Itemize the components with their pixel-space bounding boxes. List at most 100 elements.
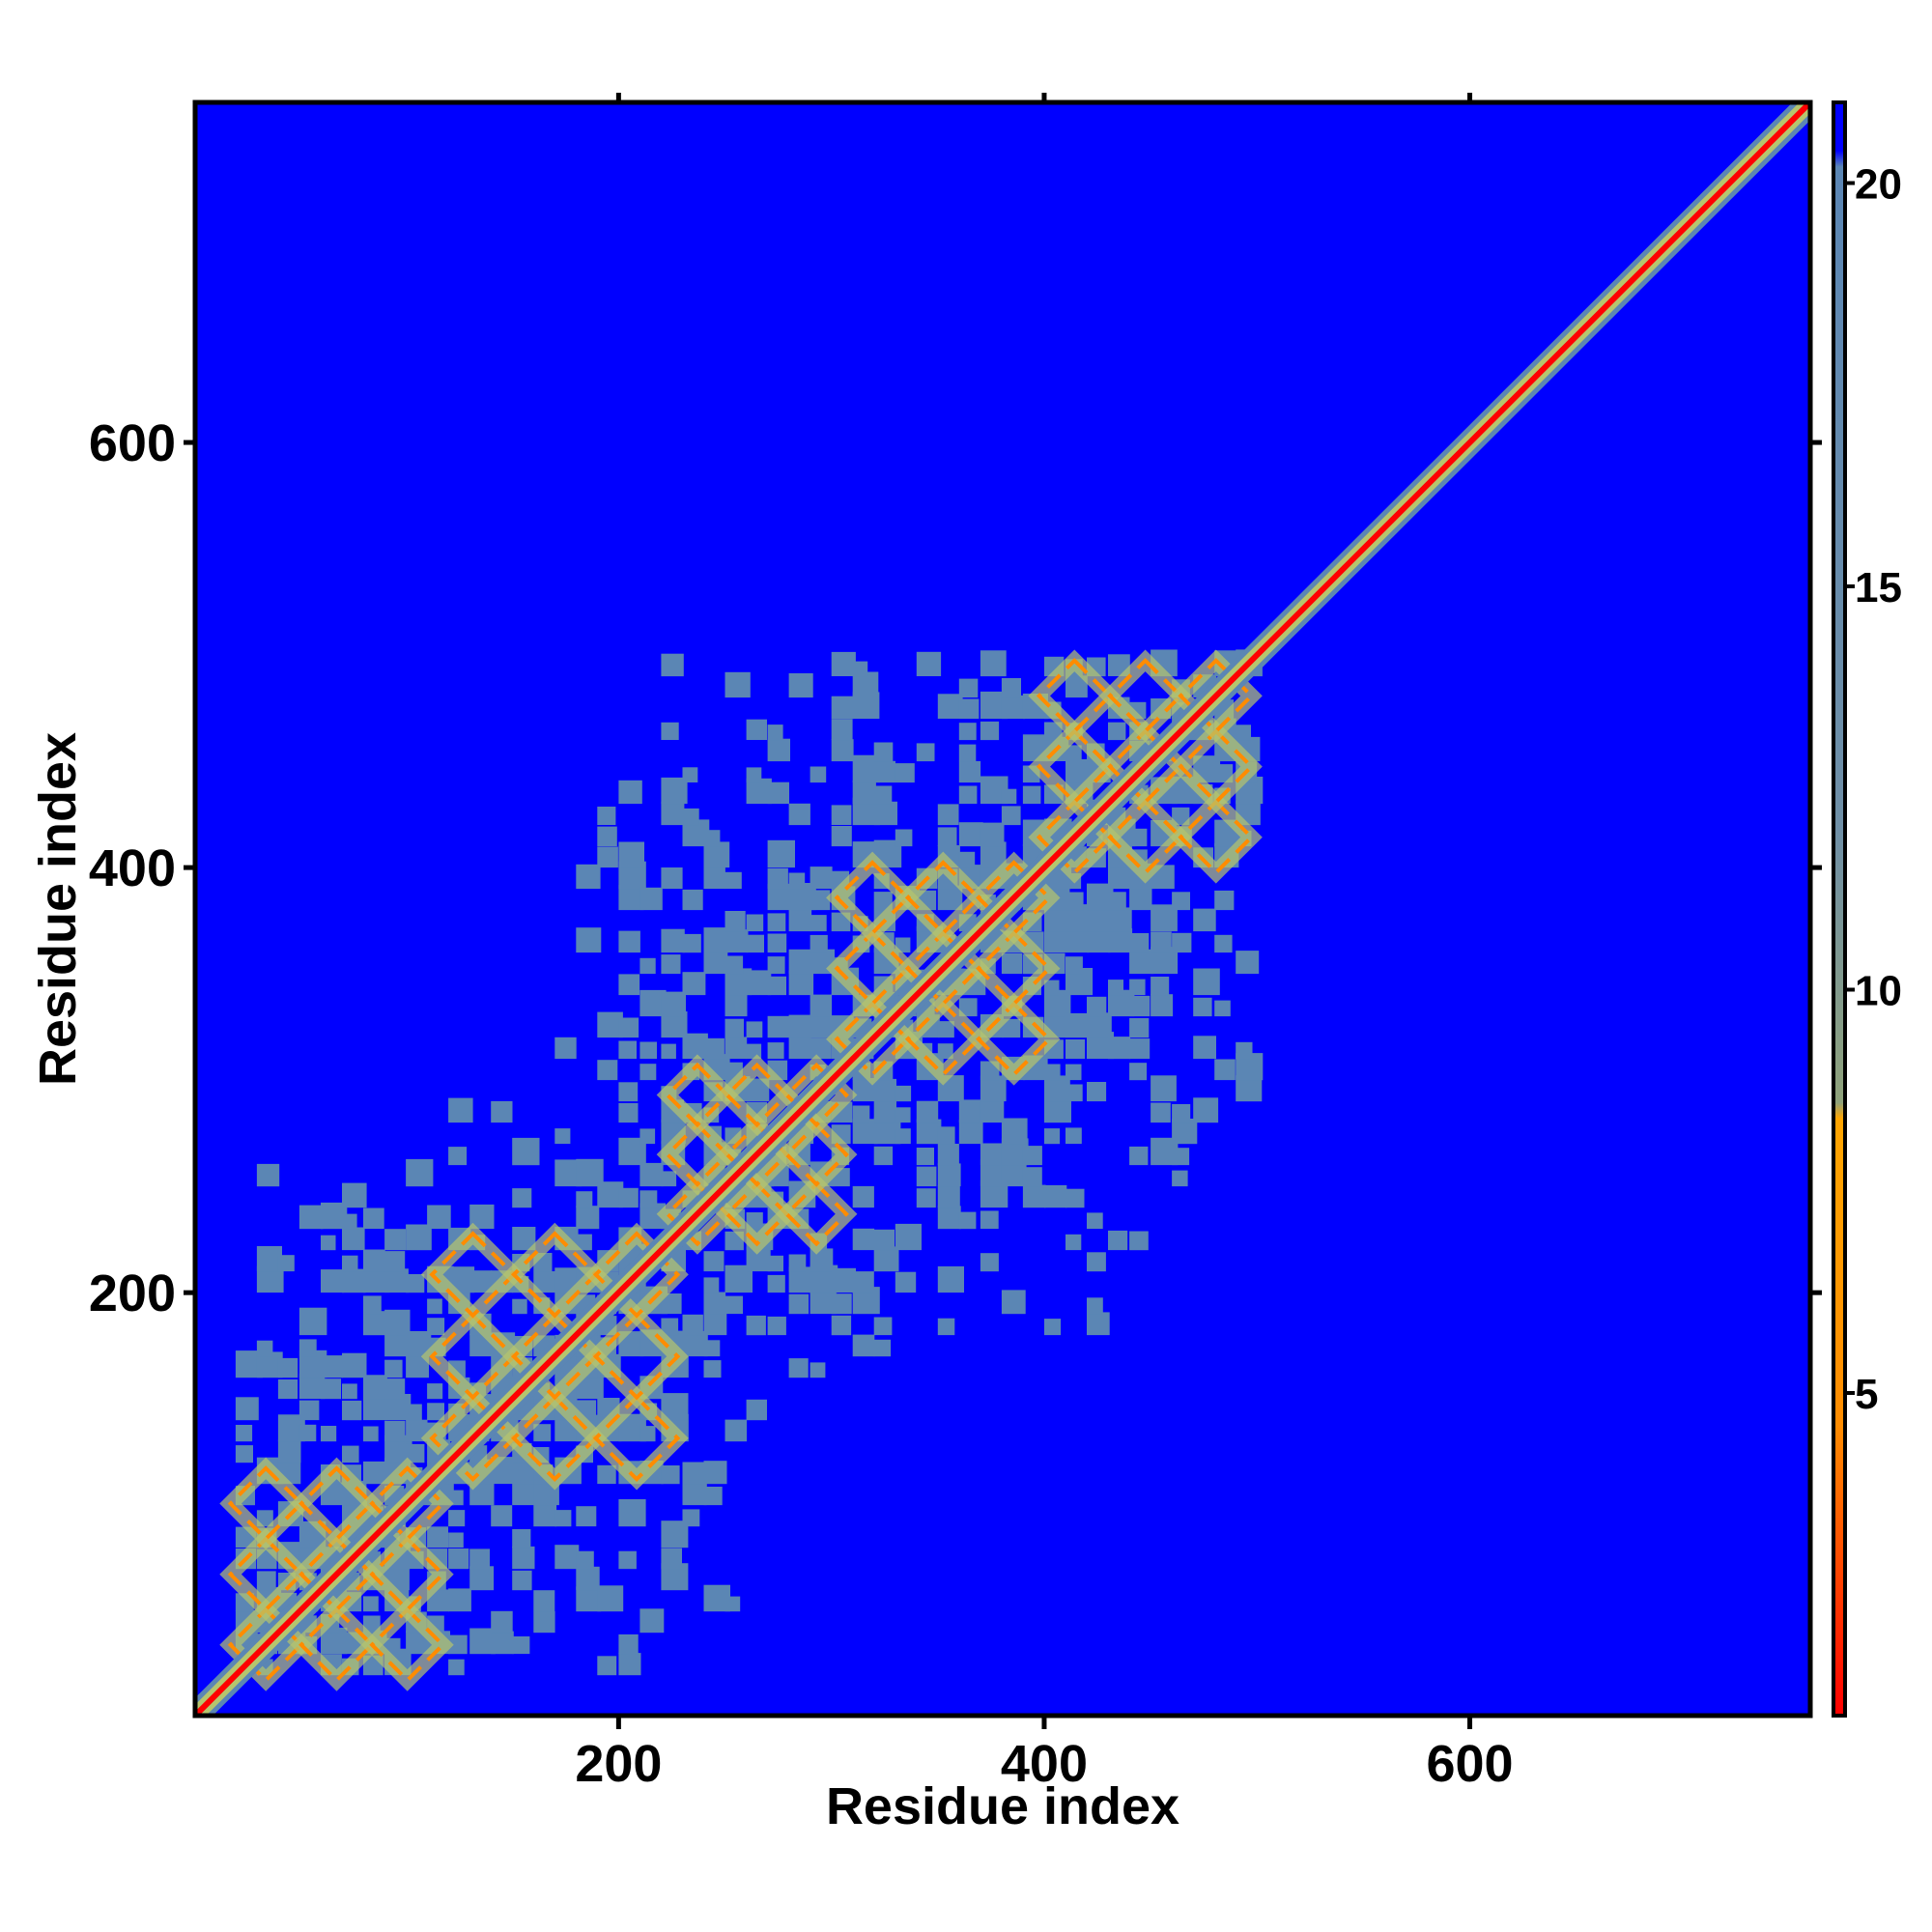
contact-cell (1001, 1161, 1027, 1187)
contact-cell (958, 785, 978, 805)
contact-cell (1087, 996, 1107, 1017)
contact-cell (958, 698, 980, 720)
contact-cell (980, 1098, 1005, 1123)
contact-cell (277, 1357, 298, 1378)
contact-cell (788, 872, 806, 890)
diagonal-band (195, 102, 1810, 1716)
contact-cell (1129, 949, 1154, 975)
contact-cell (618, 1017, 639, 1038)
contact-cell (427, 1403, 444, 1421)
contact-cell (469, 1566, 495, 1591)
contact-cell (1214, 1059, 1236, 1081)
contact-cell (682, 933, 701, 953)
contact-cell (256, 1510, 273, 1527)
x-tick-label: 400 (1001, 1735, 1088, 1793)
contact-cell (512, 1188, 532, 1208)
contact-cell (682, 889, 703, 911)
domain-diamond-rim (724, 1181, 790, 1247)
contact-cell (1065, 1127, 1082, 1145)
contact-cell (1001, 952, 1023, 975)
contact-cell (1087, 1252, 1106, 1272)
contact-cell (406, 1158, 434, 1187)
contact-cell (597, 1585, 624, 1612)
contact-cell (342, 1352, 367, 1378)
domain-diamond-rim (1036, 657, 1113, 734)
x-axis: 200 400 600 (575, 93, 1514, 1793)
contact-cell (406, 1354, 429, 1378)
contact-cell (1065, 1234, 1082, 1251)
contact-cell (980, 650, 1007, 677)
contact-cell (1065, 1064, 1082, 1081)
contact-cell (682, 767, 698, 782)
contact-cell (937, 1185, 960, 1208)
contact-cell (895, 1107, 911, 1123)
contact-cell (448, 1659, 465, 1676)
contact-cell (1193, 1097, 1219, 1123)
contact-cell (746, 1021, 763, 1038)
contact-cell (597, 1656, 617, 1676)
contact-cell (1001, 1290, 1026, 1315)
contact-cell (831, 805, 852, 825)
contact-cell (661, 928, 685, 953)
contact-cell (703, 1461, 727, 1485)
contact-cell (363, 1426, 379, 1442)
contact-cell (895, 829, 913, 847)
contact-cell (1044, 931, 1066, 953)
contact-cell (724, 929, 749, 953)
domain-diamond-rim (1178, 799, 1255, 876)
contact-cell (980, 1253, 999, 1272)
contact-cell (682, 1330, 708, 1357)
contact-cell (427, 1526, 448, 1548)
contact-cell (873, 1099, 896, 1123)
contact-cell (661, 1318, 679, 1336)
contact-cell (767, 913, 786, 932)
contact-cell (1044, 1319, 1062, 1336)
contact-cell (703, 1360, 722, 1378)
contact-cell (384, 1359, 403, 1378)
contact-cell (895, 1223, 922, 1251)
x-axis-title: Residue index (826, 1777, 1179, 1835)
domain-diamond-rim (1036, 728, 1113, 806)
contact-cell (1129, 828, 1148, 847)
contact-cell (618, 1550, 637, 1570)
contact-cell (661, 1293, 682, 1315)
plot-frame (192, 99, 1813, 1719)
contact-cell (533, 1610, 555, 1634)
domain-diamond-rim (976, 1001, 1053, 1078)
contact-cell (639, 1608, 665, 1634)
contact-cell (384, 1331, 411, 1357)
contact-cell (873, 892, 893, 911)
contact-cell (406, 1631, 429, 1655)
contact-cell (767, 839, 795, 868)
contact-cell (512, 1570, 532, 1591)
contact-cell (980, 1210, 999, 1230)
contact-cell (724, 994, 748, 1017)
contact-cell (1022, 1146, 1042, 1166)
contact-cell (277, 1255, 295, 1272)
domain-diamond-rim (1178, 728, 1255, 806)
contact-cell (831, 696, 855, 720)
contact-cell (767, 1015, 789, 1038)
contact-cell (661, 867, 683, 890)
contact-cell (1001, 695, 1026, 720)
domain-diamond-rim (592, 1312, 681, 1401)
colorbar-tick-label: 20 (1855, 161, 1902, 209)
contact-cell (767, 1255, 783, 1272)
contact-cell (810, 890, 831, 911)
contact-cell (576, 1586, 602, 1612)
contact-cell (1193, 997, 1212, 1017)
contact-cell (1108, 928, 1133, 953)
contact-cell (1001, 678, 1021, 698)
contact-cell (1193, 1036, 1216, 1060)
contact-cell (1065, 759, 1090, 783)
contact-cell (1087, 1212, 1103, 1230)
domain-diamond-rim (227, 1465, 304, 1542)
domain-diamond-rim (834, 860, 911, 936)
contact-cell (427, 1383, 443, 1400)
domain-diamond-rim (511, 1394, 599, 1483)
contact-cell (277, 1439, 301, 1463)
contact-cell (1214, 934, 1233, 953)
contact-cell (958, 744, 977, 762)
contact-cell (1108, 1230, 1128, 1251)
contact-cell (384, 1268, 409, 1293)
